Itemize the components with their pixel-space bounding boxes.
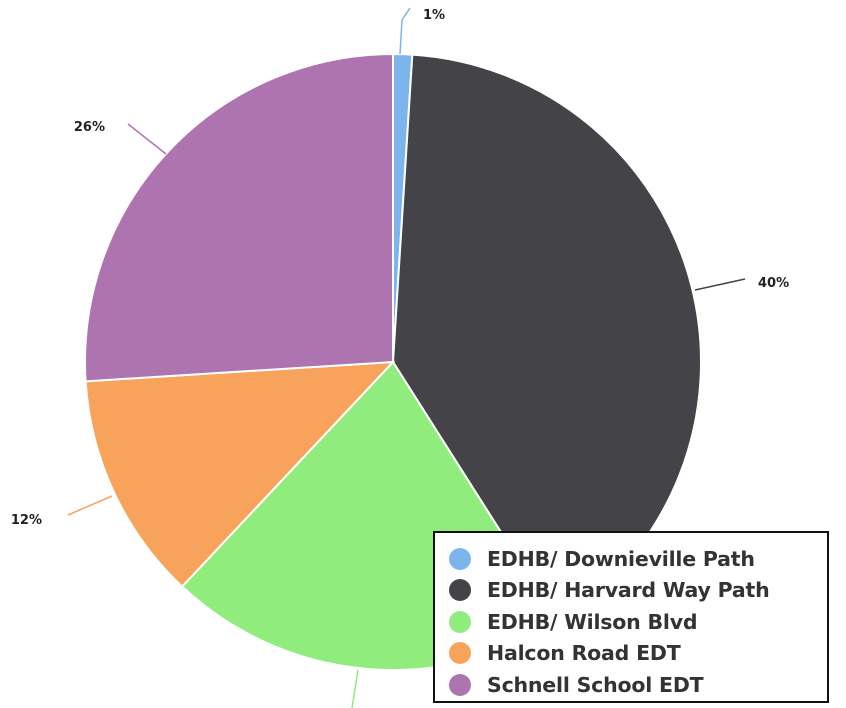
legend-label-downieville: EDHB/ Downieville Path <box>487 546 755 571</box>
data-label-schnell-school: 26% <box>74 120 105 135</box>
connector-wilson-blvd <box>351 669 359 708</box>
legend-label-harvard-way: EDHB/ Harvard Way Path <box>487 578 770 603</box>
legend-item-halcon-road[interactable]: Halcon Road EDT <box>449 638 827 670</box>
connector-halcon-road <box>67 495 113 516</box>
legend-swatch-wilson-blvd <box>449 610 471 633</box>
data-label-harvard-way: 40% <box>758 276 789 291</box>
legend-item-wilson-blvd[interactable]: EDHB/ Wilson Blvd <box>449 606 827 638</box>
legend-swatch-downieville <box>449 547 471 570</box>
legend-item-harvard-way[interactable]: EDHB/ Harvard Way Path <box>449 575 827 607</box>
data-label-downieville: 1% <box>423 8 445 23</box>
legend-item-downieville[interactable]: EDHB/ Downieville Path <box>449 543 827 575</box>
pie-slice-halcon-road[interactable] <box>84 360 396 588</box>
pie-slice-schnell-school[interactable] <box>84 52 394 383</box>
legend-swatch-schnell-school <box>449 673 471 696</box>
connector-schnell-school <box>127 123 167 155</box>
legend-swatch-harvard-way <box>449 579 471 602</box>
legend-item-schnell-school[interactable]: Schnell School EDT <box>449 669 827 701</box>
connector-harvard-way <box>694 278 746 291</box>
legend-label-schnell-school: Schnell School EDT <box>487 672 704 697</box>
data-label-halcon-road: 12% <box>11 513 42 528</box>
chart-legend: EDHB/ Downieville Path EDHB/ Harvard Way… <box>433 531 829 703</box>
legend-swatch-halcon-road <box>449 642 471 665</box>
legend-label-halcon-road: Halcon Road EDT <box>487 641 681 666</box>
connector-downieville <box>399 7 411 55</box>
legend-label-wilson-blvd: EDHB/ Wilson Blvd <box>487 609 698 634</box>
